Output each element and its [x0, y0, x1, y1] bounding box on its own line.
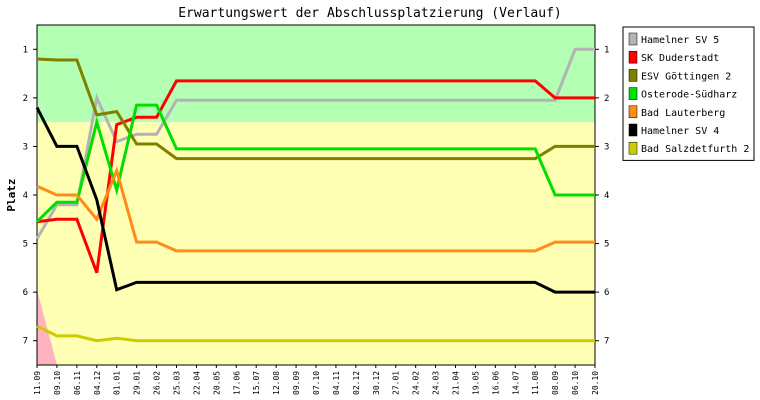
legend-swatch-4	[628, 105, 638, 119]
y-tick-label-left: 2	[23, 94, 28, 104]
x-tick-label: 21.04	[452, 371, 461, 395]
y-tick-label-right: 4	[604, 191, 609, 201]
x-tick-label: 06.10	[571, 371, 580, 395]
x-tick-label: 08.09	[551, 371, 560, 395]
legend-label-6: Bad Salzdetfurth 2	[641, 144, 749, 155]
x-tick-label: 19.05	[471, 371, 480, 395]
x-tick-label: 29.01	[133, 371, 142, 395]
chart-title: Erwartungswert der Abschlussplatzierung …	[178, 6, 562, 21]
legend-swatch-6	[628, 141, 638, 155]
x-tick-label: 12.08	[272, 371, 281, 395]
y-tick-label-left: 4	[23, 191, 28, 201]
x-tick-label: 14.07	[511, 371, 520, 395]
x-tick-label: 27.01	[392, 371, 401, 395]
y-tick-label-right: 6	[604, 288, 609, 298]
y-tick-label-left: 7	[23, 337, 28, 347]
x-tick-label: 09.10	[53, 371, 62, 395]
legend-swatch-2	[628, 69, 638, 82]
band-0	[37, 25, 595, 123]
legend-label-3: Osterode-Südharz	[641, 90, 737, 101]
y-tick-label-left: 3	[23, 142, 28, 152]
series-line-3	[35, 103, 595, 223]
series-group	[35, 47, 595, 343]
y-tick-label-left: 1	[23, 45, 28, 55]
legend-label-1: SK Duderstadt	[641, 53, 719, 64]
x-tick-label: 16.06	[491, 371, 500, 395]
x-tick-label: 15.07	[252, 371, 261, 395]
y-tick-label-right: 5	[604, 240, 609, 250]
y-ticks-left: 1 2 3 4 5 6 7	[23, 45, 37, 347]
legend-swatch-0	[628, 32, 638, 46]
x-tick-label: 11.09	[33, 371, 42, 395]
x-tick-label: 07.10	[312, 371, 321, 395]
x-tick-label: 04.12	[93, 371, 102, 395]
legend-swatch-3	[628, 87, 638, 100]
background-bands	[37, 25, 595, 366]
legend-label-0: Hamelner SV 5	[641, 35, 719, 46]
legend-label-5: Hamelner SV 4	[641, 126, 719, 137]
x-tick-label: 26.02	[153, 371, 162, 395]
legend-swatch-1	[628, 50, 638, 64]
x-tick-label: 06.11	[73, 371, 82, 395]
relegation-wedge	[37, 289, 57, 365]
band-1	[37, 122, 595, 366]
legend-label-2: ESV Göttingen 2	[641, 71, 731, 82]
x-tick-label: 01.01	[113, 371, 122, 395]
y-tick-label-left: 5	[23, 240, 28, 250]
y-tick-label-left: 6	[23, 288, 28, 298]
y-tick-label-right: 3	[604, 142, 609, 152]
y-axis-label: Platz	[5, 178, 18, 211]
legend-swatch-5	[628, 123, 638, 137]
x-tick-label: 20.05	[212, 371, 221, 395]
x-tick-label: 09.09	[292, 371, 301, 395]
legend-box	[622, 26, 755, 161]
x-tick-label: 24.02	[412, 371, 421, 395]
x-tick-label: 25.03	[173, 371, 182, 395]
series-line-1	[36, 79, 595, 274]
x-ticks: 11.09 09.10 06.11 04.12 01.01 29.01 26.02 25.03…	[33, 365, 600, 395]
legend: Hamelner SV 5 SK Duderstadt ESV Göttingen …	[622, 26, 755, 161]
series-line-6	[36, 324, 595, 343]
x-tick-label: 02.12	[352, 371, 361, 395]
relegation-shade	[37, 289, 57, 365]
y-tick-label-right: 7	[604, 337, 609, 347]
x-tick-label: 22.04	[192, 371, 201, 395]
x-tick-label: 17.06	[232, 371, 241, 395]
series-line-4	[36, 166, 595, 253]
y-tick-label-right: 1	[604, 45, 609, 55]
y-ticks-right: 1 2 3 4 5 6 7	[595, 45, 609, 347]
x-tick-label: 20.10	[591, 371, 600, 395]
x-tick-label: 11.08	[531, 371, 540, 395]
y-tick-label-right: 2	[604, 94, 609, 104]
x-tick-label: 24.03	[432, 371, 441, 395]
series-line-5	[35, 106, 595, 294]
x-tick-label: 30.12	[372, 371, 381, 395]
x-tick-label: 04.11	[332, 371, 341, 395]
legend-label-4: Bad Lauterberg	[641, 108, 725, 119]
